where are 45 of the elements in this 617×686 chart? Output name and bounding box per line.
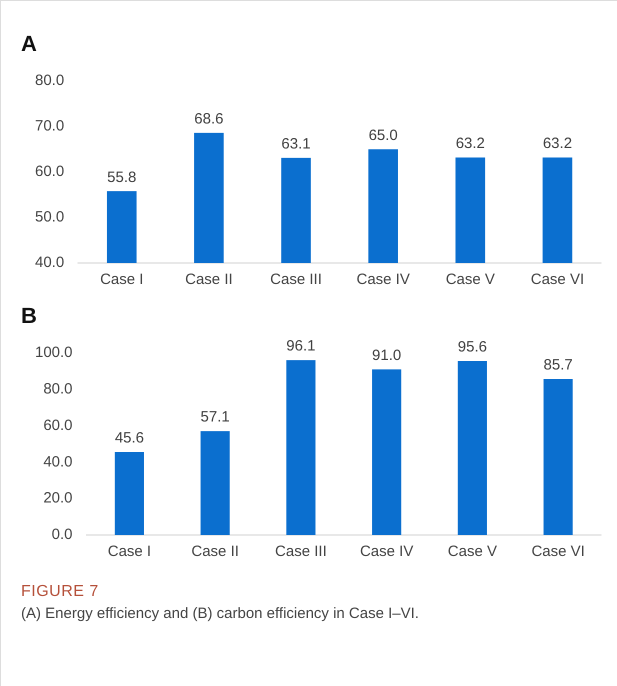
y-tick-label: 20.0	[43, 490, 73, 507]
x-tick-label: Case I	[100, 271, 144, 288]
x-tick-label: Case V	[446, 271, 495, 288]
y-tick-label: 50.0	[34, 208, 64, 226]
y-tick-label: 80.0	[34, 72, 64, 90]
chart-title: B	[21, 303, 38, 329]
y-tick-label: 60.0	[34, 163, 64, 180]
y-tick-label: 60.0	[43, 416, 73, 434]
y-tick-label: 80.0	[43, 380, 73, 398]
data-label: 55.8	[107, 168, 136, 186]
data-label: 85.7	[544, 356, 573, 374]
x-tick-label: Case IV	[356, 271, 410, 288]
x-tick-label: Case III	[275, 543, 327, 560]
y-tick-label: 40.0	[43, 453, 73, 470]
data-label: 45.6	[114, 430, 144, 447]
data-label: 63.2	[542, 135, 572, 152]
data-label: 63.2	[456, 135, 485, 152]
data-label: 57.1	[200, 408, 230, 426]
x-tick-label: Case I	[108, 543, 152, 560]
x-tick-label: Case IV	[360, 543, 414, 560]
y-tick-label: 40.0	[34, 254, 64, 272]
x-tick-label: Case II	[191, 543, 239, 560]
data-label: 63.1	[281, 136, 311, 153]
x-tick-label: Case VI	[530, 271, 584, 288]
data-label: 91.0	[372, 347, 402, 364]
x-tick-label: Case II	[185, 271, 233, 288]
y-tick-label: 0.0	[52, 526, 73, 544]
x-tick-label: Case VI	[531, 543, 585, 560]
text: (A) Energy efficiency and (B) carbon efficiency in Case I–VI.	[21, 605, 420, 622]
bar	[114, 452, 144, 535]
y-tick-label: 70.0	[34, 118, 64, 135]
data-label: 68.6	[194, 110, 224, 128]
caption: FIGURE 7	[21, 583, 100, 601]
bar	[544, 379, 573, 535]
bar	[286, 360, 316, 535]
data-label: 65.0	[368, 126, 398, 144]
x-tick-label: Case V	[448, 543, 497, 560]
data-label: 96.1	[286, 338, 316, 355]
bar	[372, 369, 402, 535]
x-tick-label: Case III	[270, 271, 322, 288]
data-label: 95.6	[458, 338, 487, 356]
chart-title: A	[21, 31, 38, 57]
bar	[200, 431, 230, 535]
y-tick-label: 100.0	[34, 344, 73, 362]
bar	[458, 361, 487, 535]
